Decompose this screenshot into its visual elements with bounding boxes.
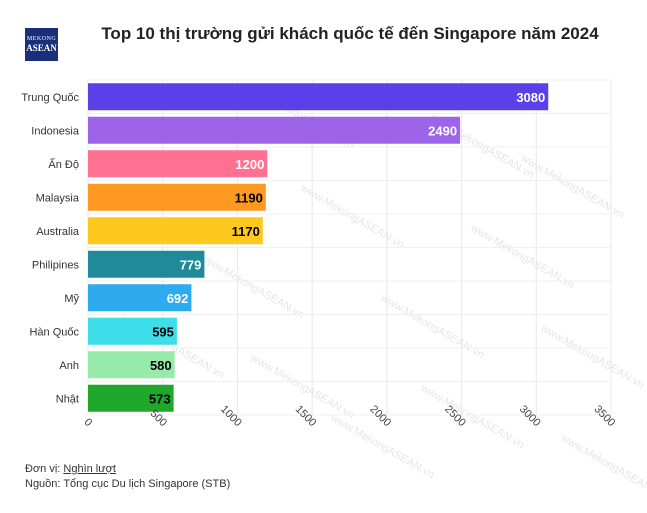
- x-tick-label: 0: [82, 416, 95, 429]
- unit-note: Đơn vị: Nghìn lượt: [25, 462, 230, 477]
- bar: [88, 83, 549, 111]
- bar: [88, 217, 263, 245]
- category-label: Nhật: [56, 393, 79, 405]
- bar: [88, 150, 268, 178]
- chart-footer: Đơn vị: Nghìn lượt Nguồn: Tổng cục Du lị…: [25, 462, 230, 492]
- category-label: Malaysia: [36, 192, 80, 204]
- watermark-text: www.MekongASEAN.vn: [298, 182, 407, 252]
- bar: [88, 116, 461, 144]
- logo-line1: MEKONG: [26, 36, 57, 42]
- unit-value: Nghìn lượt: [63, 463, 116, 475]
- value-label: 1190: [235, 190, 263, 205]
- value-label: 1200: [235, 157, 264, 172]
- source-note: Nguồn: Tổng cục Du lịch Singapore (STB): [25, 478, 231, 490]
- watermark-text: www.MekongASEAN.vn: [518, 152, 627, 222]
- x-tick-label: 3500: [592, 403, 618, 429]
- watermark-text: www.MekongASEAN.vn: [538, 322, 647, 392]
- unit-prefix: Đơn vị:: [25, 463, 64, 475]
- category-label: Hàn Quốc: [29, 326, 79, 338]
- value-label: 580: [150, 358, 172, 373]
- watermark-text: www.MekongASEAN.vn: [418, 382, 527, 452]
- watermark-text: www.MekongASEAN.vn: [198, 252, 307, 322]
- x-tick-label: 3000: [517, 403, 543, 429]
- logo-line2: ASEAN: [26, 43, 57, 53]
- category-label: Anh: [59, 360, 79, 372]
- bar: [88, 317, 177, 345]
- bar: [88, 284, 192, 312]
- value-label: 692: [167, 291, 189, 306]
- watermark-text: www.MekongASEAN.vn: [558, 432, 647, 502]
- mekong-asean-logo: MEKONG ASEAN: [25, 28, 58, 61]
- category-label: Mỹ: [64, 293, 79, 305]
- bar: [88, 250, 205, 278]
- category-label: Indonesia: [31, 125, 80, 137]
- category-label: Trung Quốc: [21, 92, 79, 104]
- bar: [88, 351, 175, 379]
- value-label: 1170: [232, 224, 260, 239]
- category-label: Ấn Độ: [48, 158, 79, 171]
- bar: [88, 384, 174, 412]
- x-tick-label: 1000: [218, 403, 244, 429]
- category-label: Australia: [36, 226, 80, 238]
- x-tick-label: 2000: [367, 403, 393, 429]
- value-label: 2490: [428, 123, 457, 138]
- chart-title: Top 10 thị trường gửi khách quốc tế đến …: [101, 24, 599, 43]
- x-tick-label: 1500: [293, 403, 319, 429]
- value-label: 595: [152, 324, 174, 339]
- category-label: Philipines: [32, 259, 80, 271]
- value-label: 573: [149, 391, 171, 406]
- value-label: 3080: [516, 90, 545, 105]
- value-label: 779: [180, 257, 202, 272]
- watermark-text: www.MekongASEAN.vn: [378, 292, 487, 362]
- bar: [88, 183, 266, 211]
